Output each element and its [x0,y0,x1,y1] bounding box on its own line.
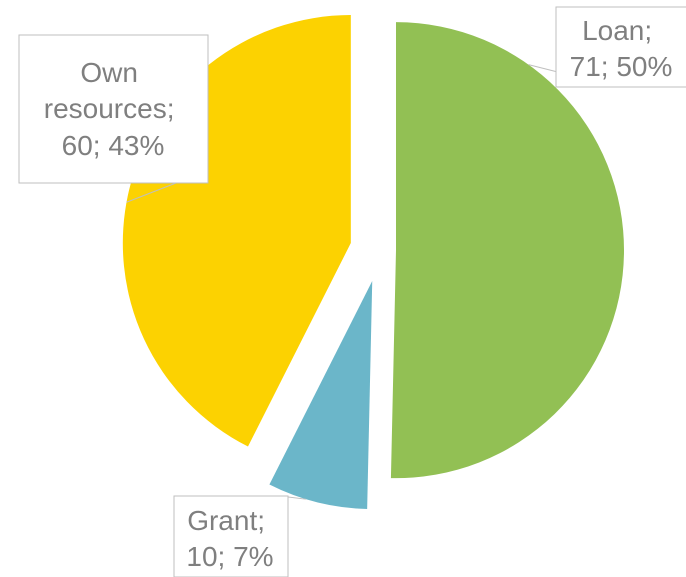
data-label-loan-text: Loan; 71; 50% [570,15,673,82]
data-label-grant-line-1: Grant; [187,505,265,536]
data-label-own-resources-line-2: resources; [44,93,175,124]
pie-slice-grant [269,281,373,509]
data-label-own-resources-line-3: 60; 43% [62,130,165,161]
data-label-loan-line-1: Loan; [582,15,652,46]
data-label-loan-line-2: 71; 50% [570,51,673,82]
data-label-grant-line-2: 10; 7% [186,541,273,572]
data-label-grant-box [173,495,289,577]
data-label-loan-box [555,6,686,88]
data-label-loan: Loan; 71; 50% [555,6,686,88]
data-label-own-resources-line-1: Own [80,57,138,88]
data-label-own-resources-text: Own resources; 60; 43% [44,57,183,161]
pie-slice-loan [390,22,624,479]
data-label-grant: Grant; 10; 7% [173,495,289,577]
data-label-grant-text: Grant; 10; 7% [186,505,273,572]
leader-line-own-resources [126,182,177,203]
data-label-own-resources: Own resources; 60; 43% [18,34,209,184]
data-label-own-resources-box [18,34,209,184]
pie-slices [122,15,624,509]
